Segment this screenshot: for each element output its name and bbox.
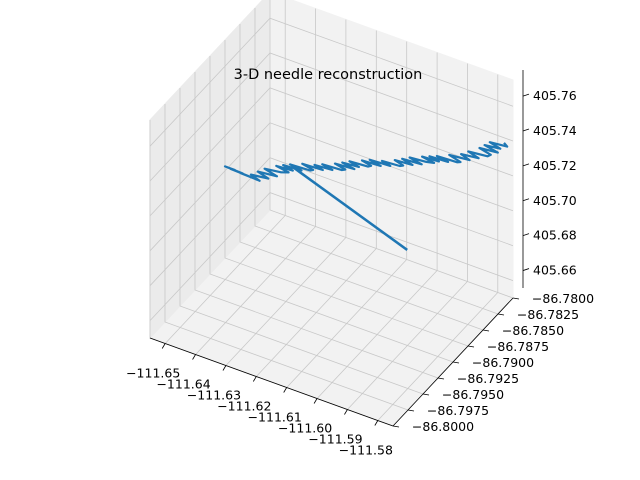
z-tick-mark [522,128,530,132]
y-tick-mark [467,345,475,348]
z-tick-label: 405.70 [533,193,577,208]
x-tick-label: −111.59 [308,432,362,447]
x-tick-label: −111.60 [278,421,332,436]
x-axis-line [149,337,394,427]
y-tick-label: −86.7850 [502,323,564,338]
tick-labels: −111.65−111.64−111.63−111.62−111.61−111.… [126,88,594,457]
z-tick-mark [522,198,530,202]
y-grid-line [194,72,439,379]
x-tick-label: −111.58 [339,443,393,458]
x-tick-mark [161,343,166,349]
z-grid-line [149,87,514,217]
needle-tail-line [293,167,408,251]
y-tick-mark [392,425,400,428]
x-tick-mark [222,365,227,371]
y-tick-mark [437,377,445,380]
z-tick-label: 405.72 [533,158,577,173]
x-tick-mark [374,420,379,426]
y-tick-label: −86.7950 [442,387,504,402]
y-tick-label: −86.7900 [472,355,534,370]
axis-panes [149,0,514,427]
z-grid-line [149,17,514,147]
y-grid-line [269,0,514,299]
y-tick-label: −86.7825 [517,307,579,322]
y-grid-line [239,24,484,331]
y-grid-line [164,104,409,411]
y-tick-label: −86.7925 [457,371,519,386]
grid-lines [149,0,514,427]
data-series [223,141,509,251]
z-tick-label: 405.68 [533,228,577,243]
x-tick-label: −111.63 [187,388,241,403]
y-grid-line [224,40,469,347]
z-tick-mark [522,93,530,97]
y-grid-line [209,56,454,363]
x-tick-label: −111.61 [248,410,302,425]
z-grid-line [149,192,514,321]
z-tick-label: 405.74 [533,123,577,138]
z-tick-label: 405.66 [533,263,577,278]
x-tick-mark [283,387,288,393]
z-tick-mark [522,268,530,271]
z-grid-line [149,122,514,252]
y-grid-line [179,88,424,395]
z-tick-label: 405.76 [533,88,577,103]
y-tick-mark [512,297,520,300]
axis-lines [149,70,530,428]
y-tick-label: −86.7800 [532,291,594,306]
y-tick-mark [407,409,415,412]
x-tick-label: −111.65 [126,366,180,381]
x-tick-mark [344,409,348,415]
z-tick-mark [522,163,530,167]
z-grid-line [149,157,514,286]
y-tick-label: −86.7875 [487,339,549,354]
y-tick-mark [497,313,505,316]
x-tick-mark [252,376,257,382]
y-tick-label: −86.7975 [427,403,489,418]
y-tick-mark [422,393,430,396]
x-tick-mark [313,398,318,404]
y-tick-label: −86.8000 [412,419,474,434]
z-tick-mark [522,233,530,237]
y-tick-mark [452,361,460,364]
x-tick-mark [192,354,196,360]
x-tick-label: −111.64 [156,377,210,392]
chart-title: 3-D needle reconstruction [234,67,423,83]
x-tick-label: −111.62 [217,399,271,414]
needle-path-line [223,141,509,182]
y-grid-line [254,8,499,315]
y-tick-mark [482,329,490,332]
z-grid-line [149,52,514,182]
